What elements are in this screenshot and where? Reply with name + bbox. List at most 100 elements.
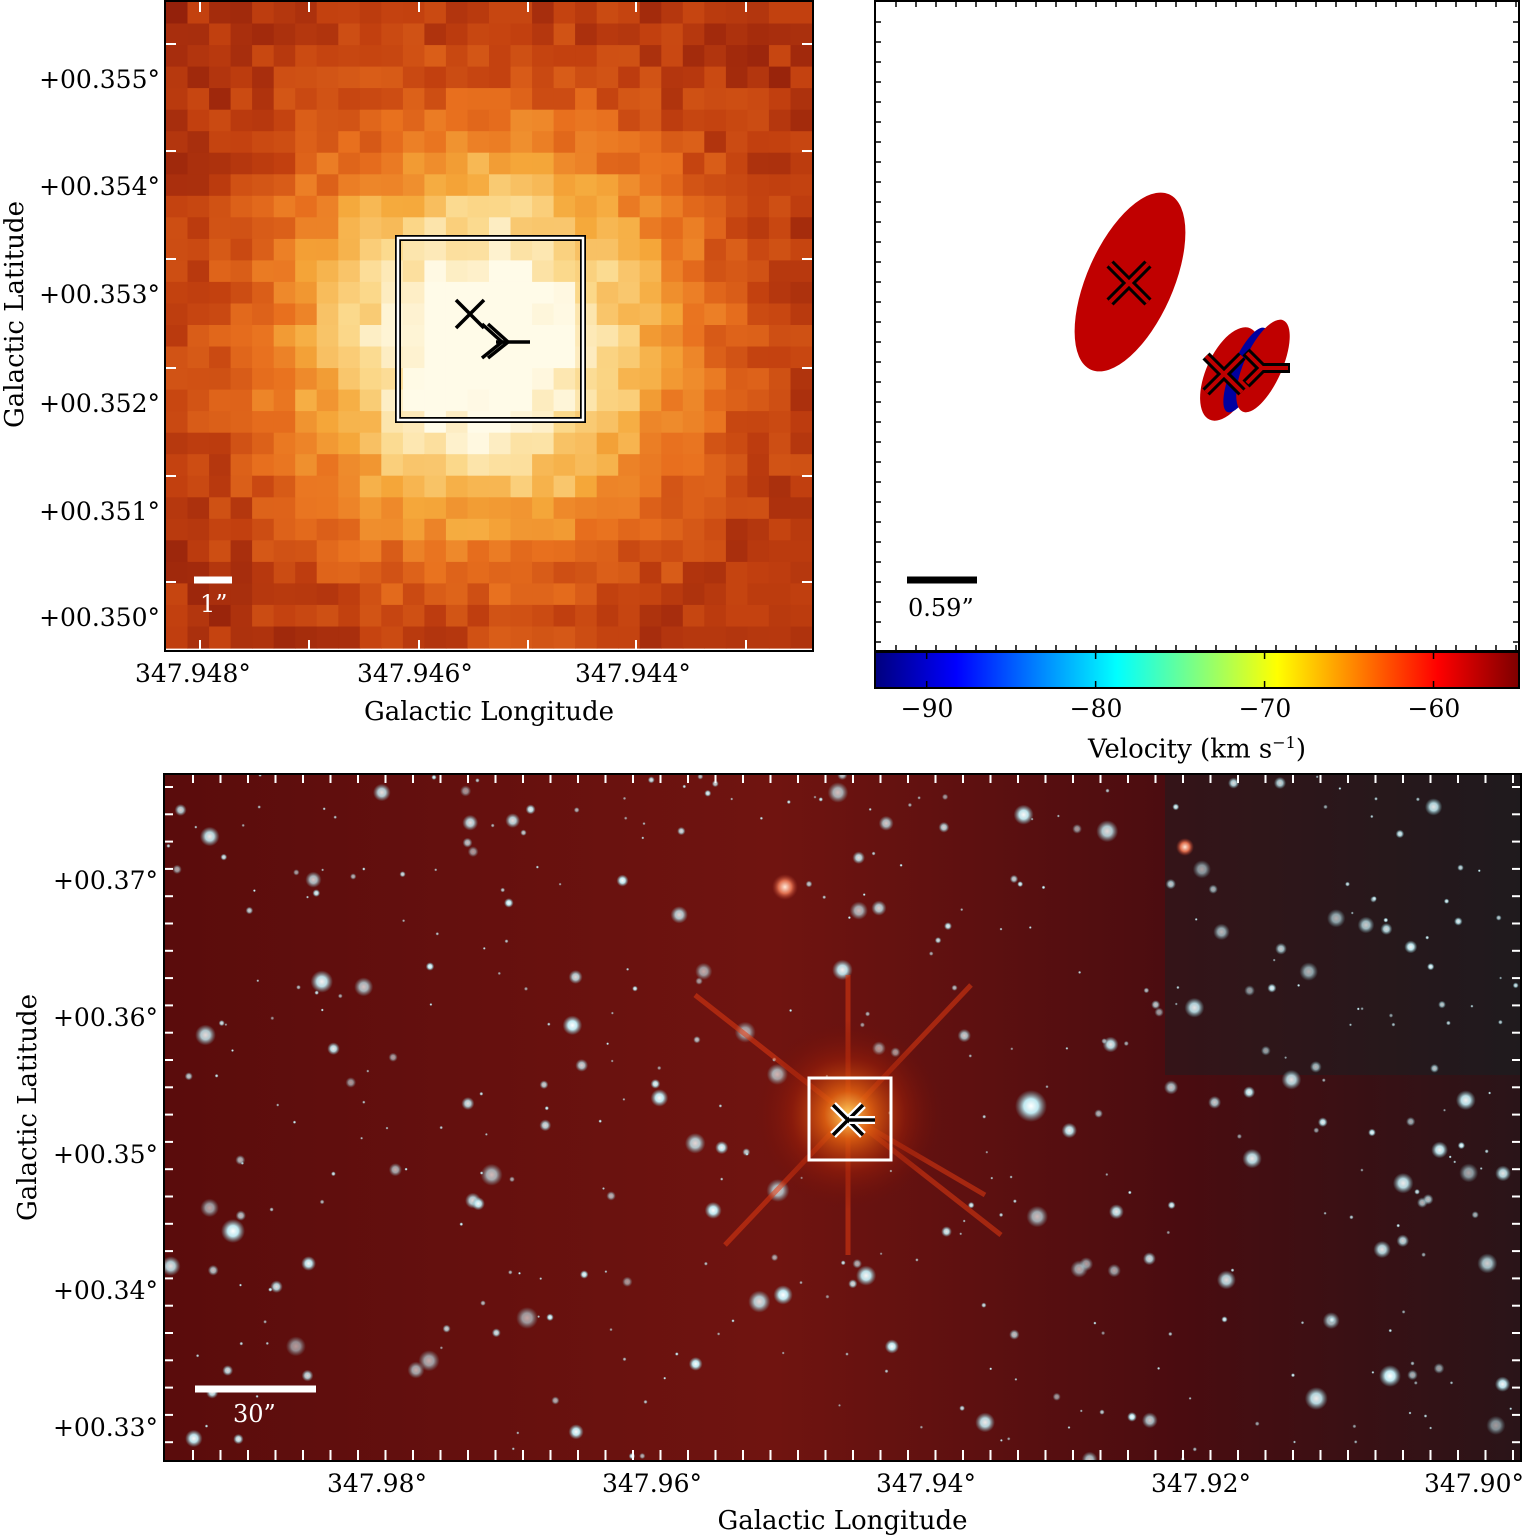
image-pixel bbox=[510, 238, 533, 261]
image-pixel bbox=[316, 325, 339, 348]
star bbox=[650, 1089, 669, 1107]
image-pixel bbox=[467, 497, 490, 520]
image-pixel bbox=[187, 389, 210, 412]
image-pixel bbox=[639, 174, 662, 197]
image-pixel bbox=[359, 561, 382, 584]
image-pixel bbox=[661, 131, 684, 154]
image-pixel bbox=[209, 303, 232, 326]
image-pixel bbox=[295, 626, 318, 649]
image-pixel bbox=[704, 109, 727, 132]
image-pixel bbox=[704, 45, 727, 68]
image-pixel bbox=[596, 238, 619, 261]
image-pixel bbox=[230, 66, 253, 89]
image-pixel bbox=[187, 23, 210, 46]
image-pixel bbox=[445, 604, 468, 627]
star bbox=[944, 922, 952, 931]
image-pixel bbox=[596, 131, 619, 154]
image-pixel bbox=[704, 368, 727, 391]
star bbox=[1014, 1377, 1018, 1381]
image-pixel bbox=[639, 346, 662, 369]
image-pixel bbox=[166, 260, 189, 283]
image-pixel bbox=[252, 411, 275, 434]
image-pixel bbox=[682, 217, 705, 240]
image-pixel bbox=[704, 518, 727, 541]
image-pixel bbox=[489, 131, 512, 154]
image-pixel bbox=[295, 389, 318, 412]
image-pixel bbox=[445, 432, 468, 455]
image-pixel bbox=[661, 217, 684, 240]
image-pixel bbox=[596, 475, 619, 498]
image-pixel bbox=[424, 109, 447, 132]
image-pixel bbox=[747, 346, 770, 369]
image-pixel bbox=[790, 66, 812, 89]
star bbox=[1407, 1369, 1418, 1381]
image-pixel bbox=[338, 238, 361, 261]
star bbox=[1300, 1321, 1305, 1325]
image-pixel bbox=[445, 583, 468, 606]
image-pixel bbox=[209, 23, 232, 46]
image-pixel bbox=[725, 368, 748, 391]
star bbox=[975, 1412, 995, 1433]
star bbox=[579, 1270, 589, 1279]
star bbox=[623, 816, 628, 820]
image-pixel bbox=[704, 88, 727, 111]
image-pixel bbox=[424, 432, 447, 455]
star bbox=[362, 1100, 366, 1104]
image-pixel bbox=[424, 303, 447, 326]
star bbox=[1290, 1373, 1296, 1378]
image-pixel bbox=[510, 66, 533, 89]
image-pixel bbox=[252, 195, 275, 218]
image-pixel bbox=[338, 583, 361, 606]
star bbox=[647, 776, 655, 784]
zoom-box bbox=[807, 1076, 893, 1162]
star bbox=[429, 1003, 433, 1006]
star bbox=[1272, 958, 1276, 962]
image-pixel bbox=[424, 368, 447, 391]
image-pixel bbox=[467, 368, 490, 391]
image-pixel bbox=[639, 604, 662, 627]
image-pixel bbox=[725, 260, 748, 283]
star bbox=[1188, 1396, 1192, 1400]
image-pixel bbox=[768, 540, 791, 563]
image-pixel bbox=[682, 454, 705, 477]
image-pixel bbox=[381, 583, 404, 606]
image-pixel bbox=[596, 174, 619, 197]
image-pixel bbox=[295, 604, 318, 627]
image-pixel bbox=[489, 195, 512, 218]
image-pixel bbox=[575, 217, 598, 240]
image-pixel bbox=[316, 518, 339, 541]
x-axis-label: Galactic Longitude bbox=[717, 1506, 968, 1536]
star bbox=[982, 1114, 987, 1119]
image-pixel bbox=[553, 325, 576, 348]
image-pixel bbox=[187, 109, 210, 132]
star bbox=[345, 1077, 357, 1088]
image-pixel bbox=[532, 583, 555, 606]
image-pixel bbox=[661, 152, 684, 175]
star bbox=[1484, 1149, 1489, 1154]
star bbox=[989, 1367, 993, 1371]
image-pixel bbox=[209, 411, 232, 434]
image-pixel bbox=[252, 432, 275, 455]
image-pixel bbox=[639, 303, 662, 326]
image-pixel bbox=[747, 2, 770, 25]
image-pixel bbox=[230, 604, 253, 627]
star bbox=[789, 1008, 793, 1013]
star bbox=[1313, 1127, 1320, 1134]
star bbox=[547, 1022, 551, 1026]
image-pixel bbox=[510, 325, 533, 348]
image-pixel bbox=[273, 346, 296, 369]
image-pixel bbox=[424, 626, 447, 649]
image-pixel bbox=[359, 45, 382, 68]
image-pixel bbox=[661, 475, 684, 498]
image-pixel bbox=[596, 303, 619, 326]
star bbox=[535, 865, 539, 869]
image-pixel bbox=[747, 540, 770, 563]
image-pixel bbox=[553, 66, 576, 89]
image-pixel bbox=[359, 174, 382, 197]
image-pixel bbox=[252, 389, 275, 412]
star bbox=[222, 1365, 234, 1376]
image-pixel bbox=[553, 174, 576, 197]
star bbox=[568, 1424, 584, 1440]
image-pixel bbox=[402, 88, 425, 111]
star bbox=[602, 1187, 605, 1190]
